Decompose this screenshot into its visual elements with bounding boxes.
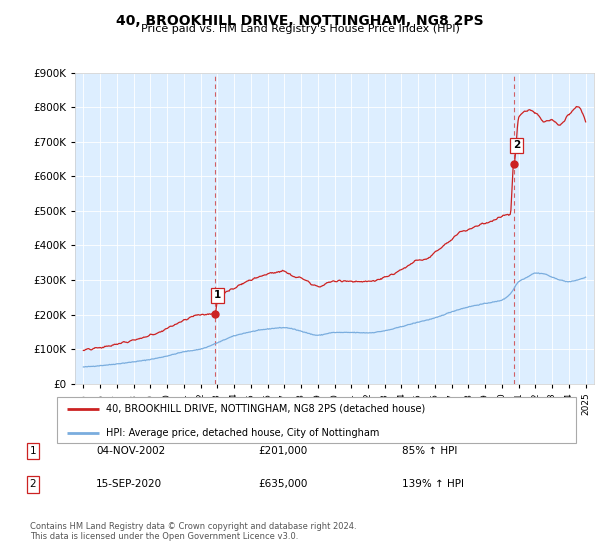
Text: 2: 2 [29,479,37,489]
Text: 40, BROOKHILL DRIVE, NOTTINGHAM, NG8 2PS (detached house): 40, BROOKHILL DRIVE, NOTTINGHAM, NG8 2PS… [107,404,426,414]
Text: 1: 1 [29,446,37,456]
Text: 15-SEP-2020: 15-SEP-2020 [96,479,162,489]
Text: 40, BROOKHILL DRIVE, NOTTINGHAM, NG8 2PS: 40, BROOKHILL DRIVE, NOTTINGHAM, NG8 2PS [116,14,484,28]
Text: £635,000: £635,000 [258,479,307,489]
Text: Price paid vs. HM Land Registry's House Price Index (HPI): Price paid vs. HM Land Registry's House … [140,24,460,34]
Text: HPI: Average price, detached house, City of Nottingham: HPI: Average price, detached house, City… [107,428,380,437]
Text: £201,000: £201,000 [258,446,307,456]
Text: 85% ↑ HPI: 85% ↑ HPI [402,446,457,456]
Text: Contains HM Land Registry data © Crown copyright and database right 2024.
This d: Contains HM Land Registry data © Crown c… [30,522,356,542]
FancyBboxPatch shape [56,397,577,443]
Text: 2: 2 [512,141,520,150]
Text: 04-NOV-2002: 04-NOV-2002 [96,446,165,456]
Text: 1: 1 [214,290,221,300]
Text: 139% ↑ HPI: 139% ↑ HPI [402,479,464,489]
